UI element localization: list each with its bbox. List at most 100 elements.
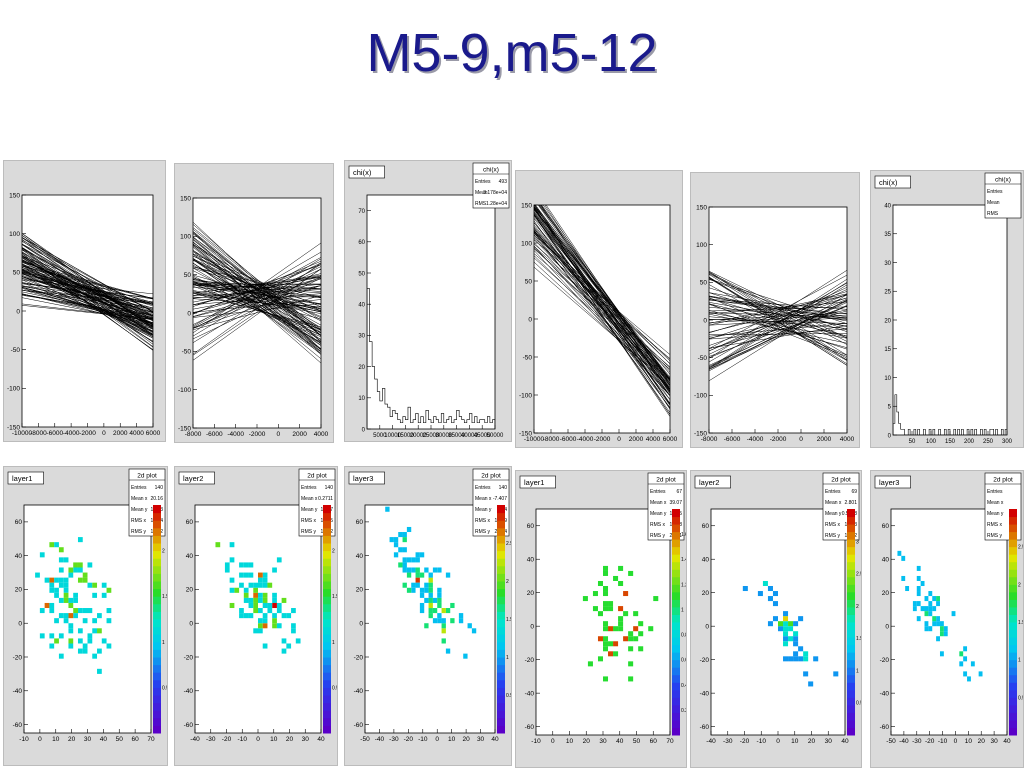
track-line <box>709 287 847 332</box>
y-tick-label: 60 <box>882 523 890 530</box>
stats-key: Entries <box>987 489 1003 495</box>
heat-cell <box>424 587 429 593</box>
stats-title: 2d plot <box>137 473 157 480</box>
y-tick-label: 20 <box>186 587 194 594</box>
heat-cell <box>385 506 390 512</box>
heat-cell <box>613 641 619 647</box>
x-tick-label: 0 <box>102 430 106 437</box>
y-tick-label: 20 <box>702 590 710 597</box>
slide-title: M5-9,m5-12 <box>366 23 658 83</box>
y-tick-label: 5 <box>888 405 892 411</box>
x-tick-label: 30 <box>825 738 833 745</box>
y-tick-label: 150 <box>521 202 532 209</box>
heat-cell <box>428 608 433 614</box>
heat-cell <box>77 567 83 573</box>
heat-cell <box>272 592 277 598</box>
chart-svg-s6: layer3 2d plot Entries Mean x Mean y RMS x RMS… <box>874 472 1023 745</box>
heat-cell <box>798 646 804 652</box>
heat-cell <box>402 557 407 563</box>
x-tick-label: -10 <box>757 738 767 745</box>
heat-cell <box>97 668 102 674</box>
track-line <box>22 244 153 333</box>
y-tick-label: 60 <box>356 519 364 526</box>
heat-cell <box>608 626 614 632</box>
heat-cell <box>58 633 64 639</box>
track-line <box>193 258 321 350</box>
color-bar <box>1009 509 1017 736</box>
stats-value: -7.407 <box>493 496 507 502</box>
heat-cell <box>793 636 799 642</box>
stats-key: Entries <box>475 179 491 185</box>
track-line <box>193 250 321 346</box>
track-line <box>709 291 847 334</box>
x-tick-label: -40 <box>706 738 716 745</box>
heat-cell <box>49 582 55 588</box>
heat-cell <box>224 562 230 568</box>
x-tick-label: -4000 <box>747 436 764 443</box>
x-tick-label: -40 <box>190 736 200 743</box>
x-tick-label: 300 <box>1002 439 1013 445</box>
heat-cell <box>281 613 287 619</box>
chart-panel-s1: layer1 2d plot Entries 140 Mean x 20.16 Mean y… <box>3 466 168 766</box>
heat-cell <box>49 577 55 583</box>
heat-cell <box>258 608 263 614</box>
heat-cell <box>428 582 433 588</box>
heat-cell <box>276 557 282 563</box>
track-line <box>193 232 321 336</box>
x-tick-label: 50 <box>909 439 916 445</box>
stats-key: Mean y <box>475 507 492 513</box>
stats-key: Mean y <box>650 511 667 517</box>
y-tick-label: 0 <box>530 623 534 630</box>
heat-cell <box>243 597 249 603</box>
track-line <box>22 274 153 320</box>
track-line <box>22 291 153 320</box>
heat-cell <box>58 547 64 553</box>
heat-cell <box>592 591 598 597</box>
heat-cell <box>68 628 74 634</box>
y-tick-label: -40 <box>354 688 364 695</box>
heat-cell <box>783 641 789 647</box>
y-tick-label: -50 <box>182 349 192 356</box>
heat-cell <box>77 628 83 634</box>
color-bar-label: 2 <box>332 549 335 555</box>
y-tick-label: -40 <box>525 690 535 697</box>
heat-cell <box>916 565 921 571</box>
heat-cell <box>471 628 477 634</box>
y-tick-label: 0 <box>359 621 363 628</box>
heat-cell <box>424 567 429 573</box>
y-tick-label: 150 <box>9 192 20 199</box>
track-line <box>193 283 321 299</box>
track-line <box>534 246 670 389</box>
plot-title: chi(x) <box>879 178 898 187</box>
heat-cell <box>419 608 425 614</box>
heat-cell <box>628 570 634 576</box>
heat-cell <box>793 631 799 637</box>
stats-box: chi(x) Entries Mean RMS <box>984 172 1022 219</box>
track-line <box>534 233 670 365</box>
track-line <box>709 319 847 324</box>
track-line <box>22 262 153 299</box>
heat-cell <box>77 577 83 583</box>
heat-cell <box>428 613 433 619</box>
heat-cell <box>772 616 778 622</box>
track-line <box>709 282 847 369</box>
x-tick-label: 10 <box>965 738 973 745</box>
heat-cell <box>628 631 634 637</box>
heat-cell <box>258 618 263 624</box>
x-tick-label: 10 <box>791 738 799 745</box>
stats-key: Mean x <box>475 496 492 502</box>
heat-cell <box>243 562 249 568</box>
heat-cell <box>58 613 64 619</box>
track-line <box>193 274 321 311</box>
track-line <box>193 293 321 312</box>
y-tick-label: -60 <box>880 724 890 731</box>
heat-cell <box>253 592 258 598</box>
heat-cell <box>97 613 102 619</box>
x-tick-label: 0 <box>776 738 780 745</box>
heat-cell <box>916 575 921 581</box>
heat-cell <box>262 618 268 624</box>
stats-key: RMS y <box>825 533 841 539</box>
